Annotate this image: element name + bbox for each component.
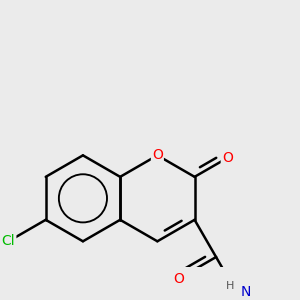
Text: N: N: [241, 285, 251, 299]
Text: O: O: [222, 151, 233, 165]
Text: O: O: [152, 148, 163, 162]
Text: Cl: Cl: [2, 234, 15, 248]
Text: H: H: [226, 281, 235, 291]
Text: O: O: [173, 272, 184, 286]
